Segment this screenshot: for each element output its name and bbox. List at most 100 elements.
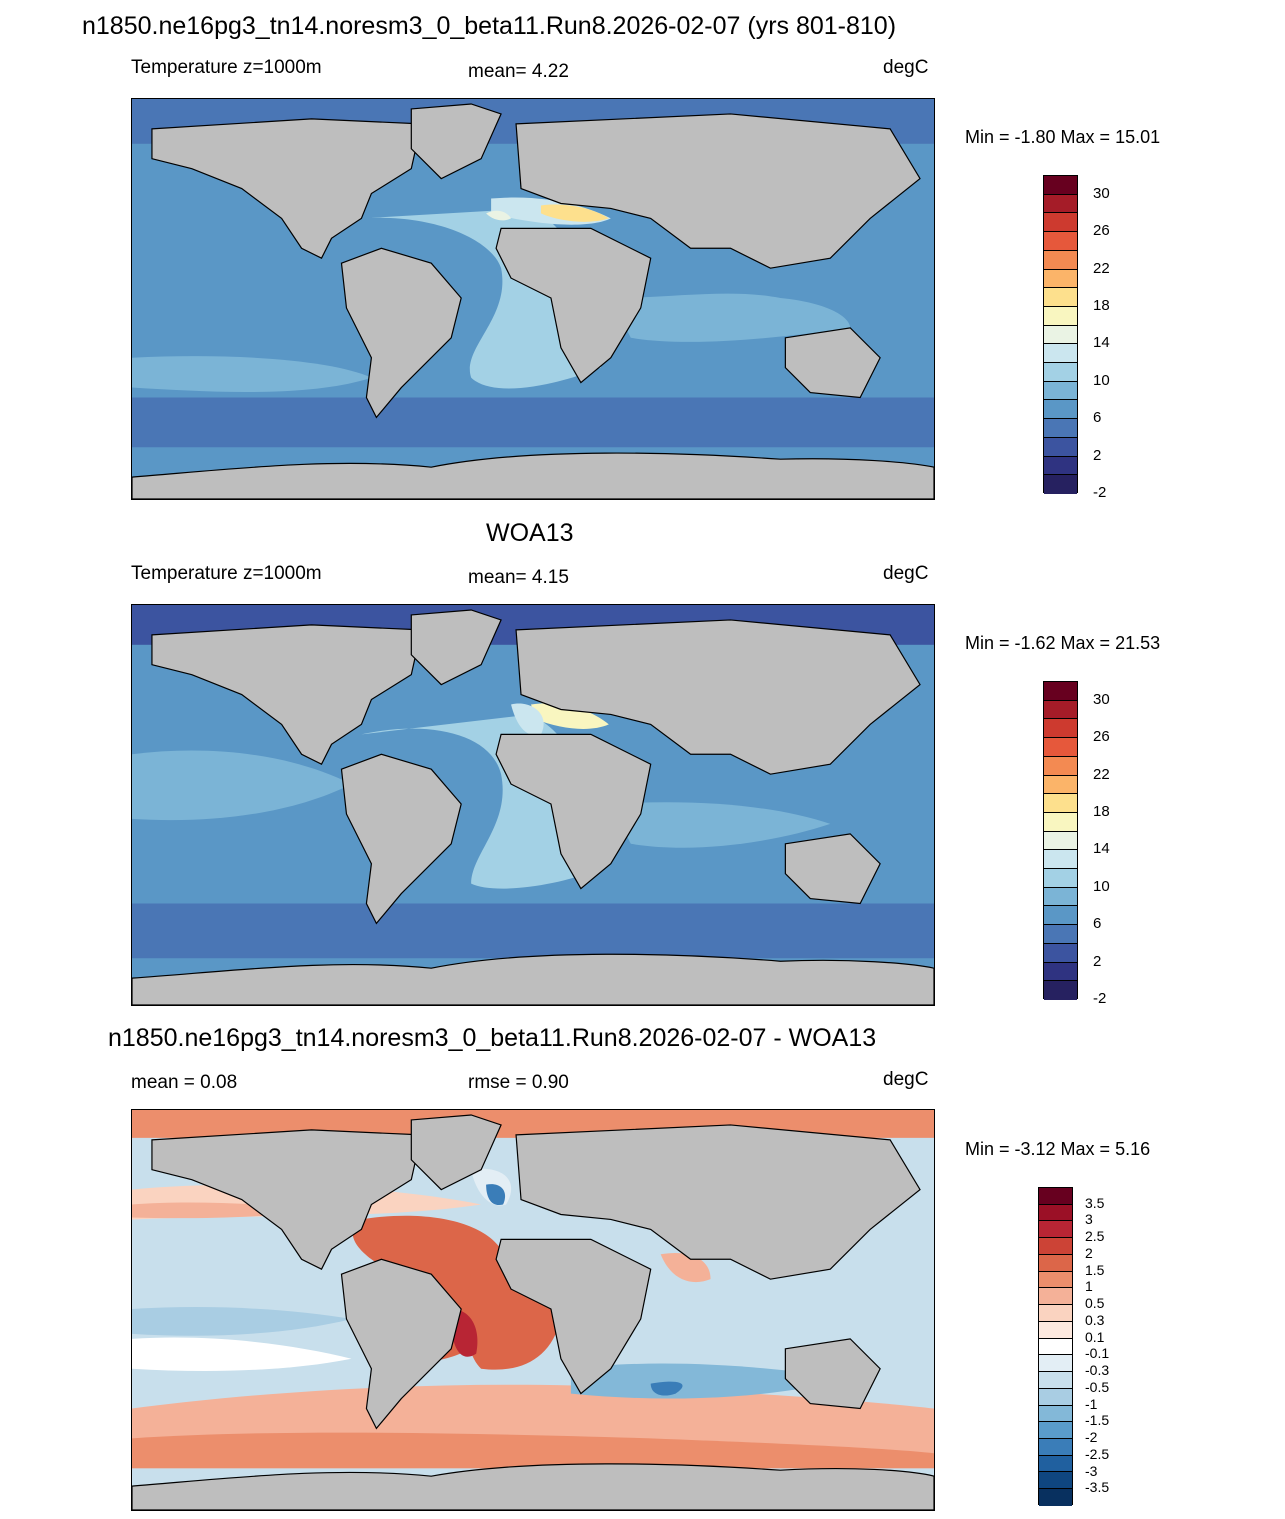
colorbar-tick-label: 30 — [1093, 690, 1110, 708]
colorbar-tick-label: 26 — [1093, 222, 1110, 240]
colorbar-tick-label: -3.5 — [1085, 1479, 1110, 1496]
panel2-map — [131, 604, 935, 1006]
panel1-colorbar — [1043, 175, 1078, 494]
colorbar-swatch — [1039, 1355, 1072, 1373]
colorbar-tick-label: 6 — [1093, 409, 1102, 427]
colorbar-swatch — [1039, 1254, 1072, 1272]
colorbar-tick-label: -0.5 — [1085, 1378, 1110, 1395]
colorbar-tick-label: 3 — [1085, 1211, 1093, 1228]
panel2-variable-label: Temperature z=1000m — [131, 563, 322, 584]
colorbar-swatch — [1044, 887, 1077, 907]
panel2-units-label: degC — [883, 563, 929, 584]
colorbar-tick-label: 18 — [1093, 296, 1110, 314]
colorbar-tick-label: 2 — [1085, 1244, 1093, 1261]
panel3-heading: n1850.ne16pg3_tn14.noresm3_0_beta11.Run8… — [108, 1024, 877, 1052]
panel2-mean-label: mean= 4.15 — [468, 567, 569, 588]
colorbar-tick-label: 2 — [1093, 446, 1102, 464]
panel2-heading: WOA13 — [486, 519, 574, 547]
panel3-mean-label: mean = 0.08 — [131, 1072, 238, 1093]
colorbar-swatch — [1044, 344, 1077, 364]
colorbar-tick-label: 0.5 — [1085, 1295, 1105, 1312]
colorbar-swatch — [1044, 419, 1077, 438]
colorbar-tick-label: 22 — [1093, 765, 1110, 783]
colorbar-tick-label: 2 — [1093, 952, 1102, 970]
colorbar-swatch — [1044, 906, 1077, 926]
colorbar-swatch — [1044, 475, 1077, 494]
colorbar-tick-label: 30 — [1093, 184, 1110, 202]
colorbar-tick-label: -0.1 — [1085, 1345, 1110, 1362]
colorbar-tick-label: 10 — [1093, 877, 1110, 895]
colorbar-swatch — [1044, 794, 1077, 813]
colorbar-tick-label: 1.5 — [1085, 1261, 1105, 1278]
colorbar-swatch — [1044, 869, 1077, 888]
panel1-map — [131, 98, 935, 500]
colorbar-swatch — [1039, 1338, 1072, 1356]
panel1-mean-label: mean= 4.22 — [468, 61, 569, 82]
colorbar-tick-label: 14 — [1093, 334, 1110, 352]
colorbar-tick-label: 1 — [1085, 1278, 1093, 1295]
colorbar-swatch — [1039, 1305, 1072, 1322]
colorbar-tick-label: 3.5 — [1085, 1194, 1105, 1211]
colorbar-swatch — [1039, 1271, 1072, 1289]
colorbar-swatch — [1039, 1238, 1072, 1255]
colorbar-swatch — [1044, 250, 1077, 270]
panel2-minmax-label: Min = -1.62 Max = 21.53 — [965, 633, 1161, 653]
colorbar-swatch — [1039, 1489, 1072, 1506]
colorbar-swatch — [1039, 1422, 1072, 1440]
panel2-colorbar — [1043, 681, 1078, 1000]
colorbar-swatch — [1039, 1188, 1072, 1205]
colorbar-swatch — [1044, 756, 1077, 776]
colorbar-swatch — [1044, 437, 1077, 457]
colorbar-swatch — [1044, 400, 1077, 420]
panel3-rmse-label: rmse = 0.90 — [468, 1072, 569, 1093]
colorbar-swatch — [1044, 682, 1077, 701]
colorbar-swatch — [1044, 812, 1077, 832]
colorbar-swatch — [1039, 1288, 1072, 1306]
colorbar-tick-label: 0.3 — [1085, 1311, 1105, 1328]
colorbar-swatch — [1039, 1472, 1072, 1490]
colorbar-swatch — [1039, 1321, 1072, 1339]
colorbar-tick-label: -1.5 — [1085, 1412, 1110, 1429]
colorbar-swatch — [1044, 194, 1077, 214]
colorbar-tick-label: 18 — [1093, 802, 1110, 820]
colorbar-tick-label: 6 — [1093, 915, 1102, 933]
panel3-map — [131, 1109, 935, 1511]
figure-title: n1850.ne16pg3_tn14.noresm3_0_beta11.Run8… — [82, 12, 897, 40]
colorbar-swatch — [1039, 1439, 1072, 1456]
colorbar-tick-label: -2.5 — [1085, 1445, 1110, 1462]
colorbar-tick-label: -2 — [1085, 1429, 1098, 1446]
colorbar-swatch — [1044, 381, 1077, 401]
colorbar-tick-label: 22 — [1093, 259, 1110, 277]
colorbar-swatch — [1044, 213, 1077, 233]
colorbar-swatch — [1044, 719, 1077, 739]
panel3-colorbar — [1038, 1187, 1073, 1506]
colorbar-swatch — [1039, 1221, 1072, 1239]
colorbar-swatch — [1044, 700, 1077, 720]
colorbar-swatch — [1044, 363, 1077, 382]
colorbar-swatch — [1044, 269, 1077, 289]
colorbar-tick-label: 0.1 — [1085, 1328, 1105, 1345]
panel1-units-label: degC — [883, 57, 929, 78]
colorbar-tick-label: -2 — [1093, 990, 1107, 1007]
colorbar-swatch — [1044, 925, 1077, 944]
colorbar-swatch — [1044, 456, 1077, 476]
colorbar-swatch — [1044, 306, 1077, 326]
colorbar-tick-label: 10 — [1093, 371, 1110, 389]
colorbar-swatch — [1044, 288, 1077, 307]
panel3-units-label: degC — [883, 1069, 929, 1090]
colorbar-tick-label: -3 — [1085, 1462, 1098, 1479]
colorbar-swatch — [1044, 325, 1077, 345]
colorbar-swatch — [1039, 1405, 1072, 1423]
colorbar-swatch — [1044, 232, 1077, 251]
colorbar-swatch — [1044, 738, 1077, 757]
colorbar-swatch — [1039, 1455, 1072, 1473]
colorbar-swatch — [1044, 850, 1077, 870]
colorbar-swatch — [1039, 1388, 1072, 1406]
colorbar-swatch — [1044, 775, 1077, 795]
colorbar-tick-label: 2.5 — [1085, 1228, 1105, 1245]
panel1-minmax-label: Min = -1.80 Max = 15.01 — [965, 127, 1161, 147]
colorbar-tick-label: -0.3 — [1085, 1362, 1110, 1379]
panel1-variable-label: Temperature z=1000m — [131, 57, 322, 78]
colorbar-tick-label: 26 — [1093, 728, 1110, 746]
colorbar-swatch — [1039, 1204, 1072, 1222]
